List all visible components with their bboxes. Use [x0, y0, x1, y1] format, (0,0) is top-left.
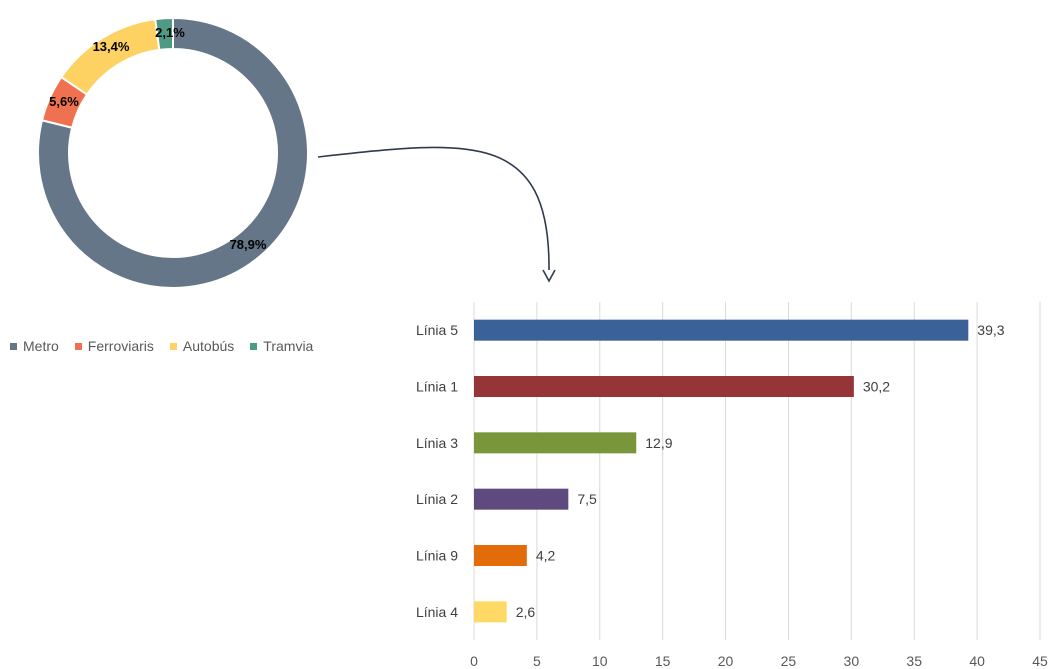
- x-tick-label: 35: [906, 653, 922, 669]
- donut-chart: 78,9% 5,6% 13,4% 2,1%: [37, 16, 309, 289]
- x-tick-label: 30: [844, 653, 860, 669]
- x-tick-label: 0: [470, 653, 478, 669]
- category-label: Línia 9: [416, 548, 458, 564]
- donut-slice-tramvia: [154, 16, 174, 52]
- arrow-head: [542, 269, 556, 283]
- legend-item: Ferroviaris: [74, 338, 154, 354]
- donut-value-label: 78,9%: [230, 237, 267, 252]
- category-label: Línia 4: [416, 604, 458, 620]
- x-tick-label: 20: [718, 653, 734, 669]
- bar-value-label: 30,2: [863, 379, 890, 395]
- bar-value-label: 7,5: [577, 491, 597, 507]
- legend-label: Ferroviaris: [87, 338, 154, 354]
- bar-value-label: 12,9: [645, 435, 672, 451]
- legend-swatch: [250, 342, 258, 350]
- legend-swatch: [10, 342, 17, 350]
- legend-swatch: [74, 342, 82, 350]
- donut-value-label: 2,1%: [155, 25, 185, 40]
- donut-legend: Metro Ferroviaris Autobús Tramvia: [10, 338, 313, 354]
- bar: [474, 319, 969, 341]
- legend-label: Autobús: [182, 338, 235, 354]
- donut-slice-autobús: [59, 18, 161, 96]
- bar-chart: Línia 5 39,3 Línia 1 30,2 Línia 3 12,9 Línia 2…: [416, 319, 1005, 623]
- legend-item: Metro: [10, 338, 59, 354]
- bar: [474, 376, 854, 397]
- x-tick-label: 40: [969, 653, 985, 669]
- category-label: Línia 2: [416, 491, 458, 507]
- bar: [474, 545, 527, 566]
- legend-label: Tramvia: [263, 338, 314, 354]
- legend-item: Tramvia: [250, 338, 313, 354]
- category-label: Línia 1: [416, 379, 458, 395]
- x-tick-label: 45: [1032, 653, 1048, 669]
- bar: [474, 432, 637, 454]
- legend-swatch: [169, 342, 177, 350]
- bar-value-label: 2,6: [516, 604, 536, 620]
- x-tick-label: 10: [592, 653, 608, 669]
- legend-item: Autobús: [169, 338, 235, 354]
- category-label: Línia 3: [416, 435, 458, 451]
- x-tick-label: 5: [533, 653, 541, 669]
- legend-label: Metro: [23, 338, 59, 354]
- donut-slice-metro: [37, 16, 309, 289]
- donut-value-label: 5,6%: [49, 94, 79, 109]
- x-tick-label: 25: [781, 653, 797, 669]
- bar-value-label: 4,2: [536, 548, 556, 564]
- donut-value-label: 13,4%: [93, 39, 130, 54]
- bar-value-label: 39,3: [977, 322, 1004, 338]
- connector-arrow: [317, 146, 550, 271]
- bar: [474, 601, 507, 623]
- bar: [474, 488, 569, 510]
- x-tick-label: 15: [655, 653, 671, 669]
- bar-gridlines: 0 5 10 15 20 25 30 35 40 45: [470, 302, 1048, 669]
- category-label: Línia 5: [416, 322, 458, 338]
